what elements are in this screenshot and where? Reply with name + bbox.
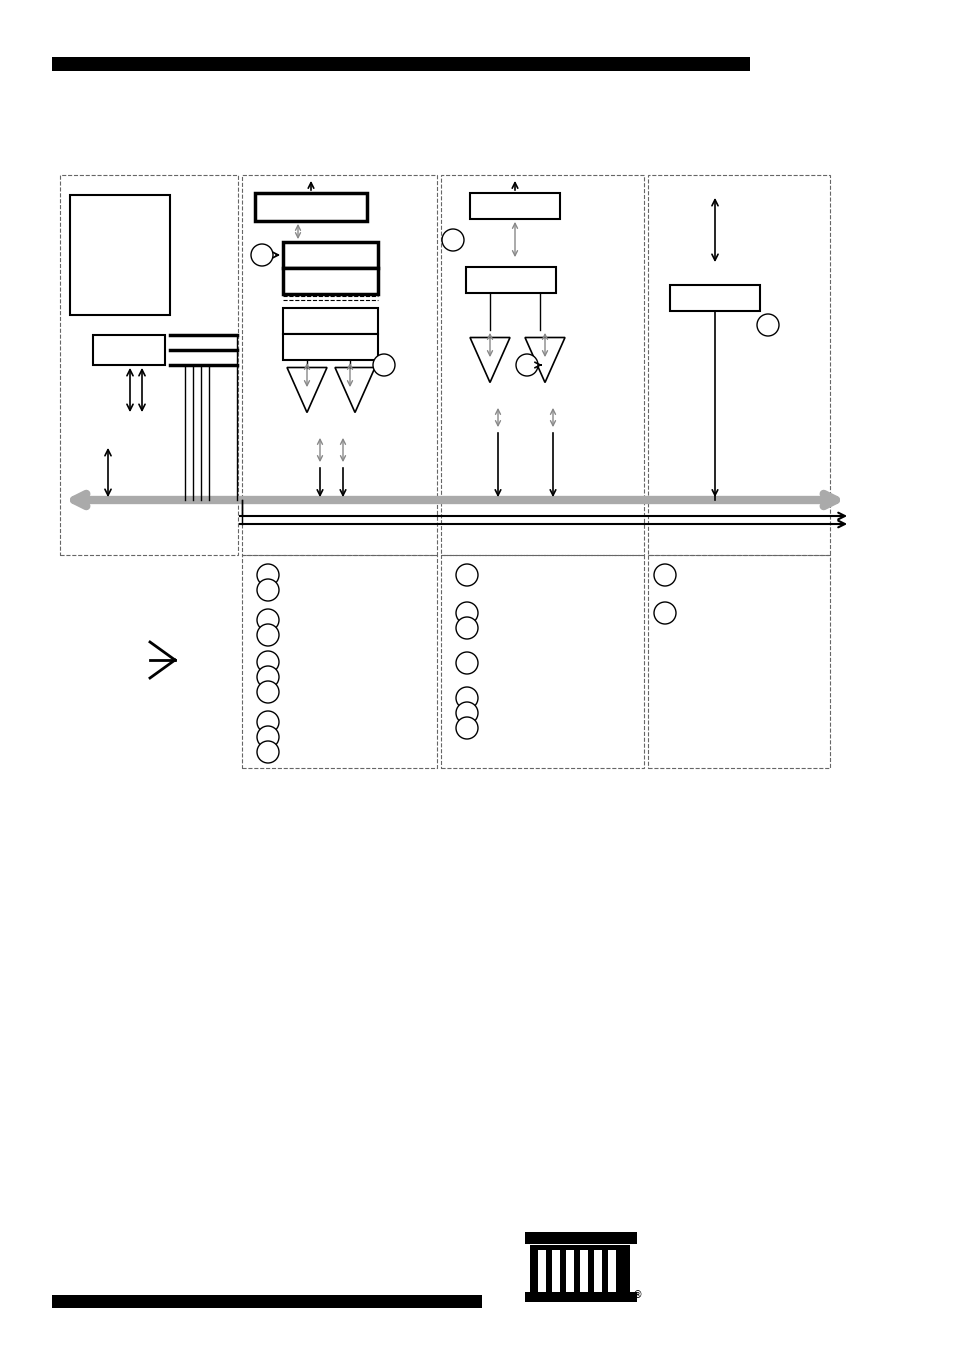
Circle shape — [256, 580, 278, 601]
Bar — [524, 1232, 637, 1244]
Circle shape — [456, 688, 477, 709]
Circle shape — [251, 245, 273, 266]
Circle shape — [654, 563, 676, 586]
Circle shape — [456, 603, 477, 624]
Bar — [283, 334, 377, 359]
Circle shape — [373, 354, 395, 376]
Circle shape — [456, 617, 477, 639]
Bar — [60, 176, 237, 555]
Bar — [470, 193, 559, 219]
Bar — [594, 1250, 601, 1292]
Circle shape — [456, 563, 477, 586]
Circle shape — [256, 609, 278, 631]
Circle shape — [654, 603, 676, 624]
Polygon shape — [335, 367, 375, 412]
Bar — [465, 267, 556, 293]
Bar — [669, 285, 760, 311]
Circle shape — [256, 681, 278, 703]
Polygon shape — [287, 367, 327, 412]
Circle shape — [256, 740, 278, 763]
Bar — [254, 193, 367, 222]
Bar — [92, 335, 165, 365]
Circle shape — [256, 624, 278, 646]
Bar — [552, 1250, 559, 1292]
Bar — [530, 1246, 629, 1300]
Bar — [537, 1250, 545, 1292]
Bar — [647, 176, 829, 555]
Bar — [440, 176, 643, 555]
Bar — [242, 555, 436, 767]
Circle shape — [456, 717, 477, 739]
Circle shape — [256, 725, 278, 748]
Bar — [440, 555, 643, 767]
Text: ®: ® — [633, 1290, 642, 1300]
Bar — [70, 195, 170, 315]
Circle shape — [516, 354, 537, 376]
Circle shape — [256, 651, 278, 673]
Bar — [52, 57, 749, 72]
Circle shape — [256, 711, 278, 734]
Bar — [607, 1250, 616, 1292]
Bar — [579, 1250, 587, 1292]
Polygon shape — [470, 338, 510, 382]
Bar — [283, 242, 377, 267]
Bar — [524, 1292, 637, 1302]
Circle shape — [456, 703, 477, 724]
Bar — [565, 1250, 574, 1292]
Bar — [283, 308, 377, 334]
Bar — [647, 555, 829, 767]
Bar — [242, 176, 436, 555]
Bar — [52, 1296, 481, 1308]
Circle shape — [256, 563, 278, 586]
Circle shape — [441, 230, 463, 251]
Circle shape — [757, 313, 779, 336]
Bar — [283, 267, 377, 295]
Circle shape — [256, 666, 278, 688]
Circle shape — [456, 653, 477, 674]
Polygon shape — [524, 338, 564, 382]
